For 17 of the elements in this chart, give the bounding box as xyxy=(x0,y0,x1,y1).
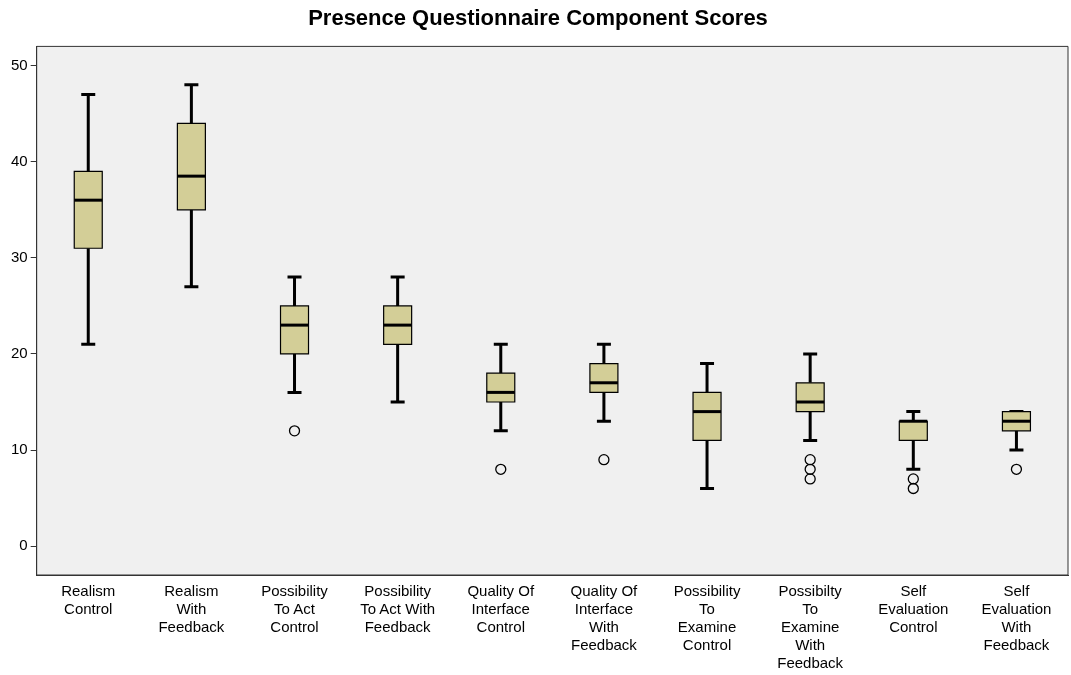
x-tick-label: Quality Of Interface Control xyxy=(467,582,535,636)
y-tick-label: 40 xyxy=(11,151,28,169)
x-tick-label: Possibility To Examine Control xyxy=(673,582,741,654)
y-tick-label: 30 xyxy=(11,247,28,265)
x-tick-label: Possibilty To Examine With Feedback xyxy=(777,582,844,672)
x-tick-label: Self Evaluation Control xyxy=(878,582,949,636)
x-tick-label: Possibility To Act Control xyxy=(261,582,329,636)
y-tick-label: 50 xyxy=(11,55,28,73)
x-tick-label: Realism Control xyxy=(61,582,116,618)
y-tick-label: 10 xyxy=(11,440,28,458)
chart-title: Presence Questionnaire Component Scores xyxy=(308,5,768,31)
x-tick-label: Possibility To Act With Feedback xyxy=(360,582,436,636)
x-tick-label: Self Evaluation With Feedback xyxy=(981,582,1052,654)
y-tick-label: 20 xyxy=(11,344,28,362)
x-tick-label: Realism With Feedback xyxy=(158,582,225,636)
y-tick-label: 0 xyxy=(19,536,28,554)
x-tick-label: Quality Of Interface With Feedback xyxy=(570,582,639,654)
